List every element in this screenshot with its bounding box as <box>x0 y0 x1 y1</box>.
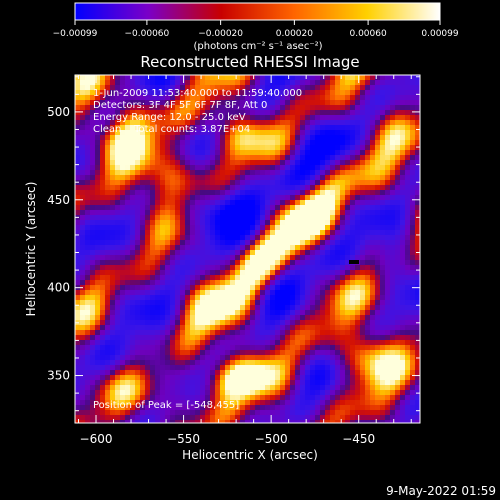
colorbar-tick-label: 0.00099 <box>421 29 458 39</box>
annotation-clean-counts: Clean Total counts: 3.87E+04 <box>93 124 250 135</box>
annotation-energy-range: Energy Range: 12.0 - 25.0 keV <box>93 112 246 123</box>
colorbar-tick-label: 0.00060 <box>349 29 386 39</box>
colorbar-units-label: (photons cm⁻² s⁻¹ asec⁻²) <box>193 41 322 52</box>
y-tick-label: 350 <box>47 369 70 383</box>
annotation-time-range: 1-Jun-2009 11:53:40.000 to 11:59:40.000 <box>93 88 302 99</box>
y-axis-ticks: 350 400 450 500 <box>47 76 420 412</box>
footer-date: 9-May-2022 01:59 <box>386 484 496 498</box>
x-tick-label: −600 <box>80 432 113 446</box>
colorbar-ticks: −0.00099 −0.00060 −0.00020 0.00020 0.00060 0.… <box>53 20 459 39</box>
colorbar-tick-label: −0.00060 <box>125 29 170 39</box>
x-tick-label: −500 <box>255 432 288 446</box>
colorbar-tick-label: −0.00020 <box>198 29 243 39</box>
heatmap-image <box>75 75 420 423</box>
x-tick-label: −550 <box>167 432 200 446</box>
colorbar: −0.00099 −0.00060 −0.00020 0.00020 0.00060 0.… <box>53 2 459 52</box>
annotation-peak-position: Position of Peak = [-548,455] <box>93 400 239 411</box>
x-axis-ticks: −600 −550 −500 −450 <box>78 75 412 446</box>
y-tick-label: 450 <box>47 193 70 207</box>
colorbar-gradient <box>74 2 441 21</box>
y-axis-label: Heliocentric Y (arcsec) <box>24 182 38 317</box>
x-axis-label: Heliocentric X (arcsec) <box>182 448 318 462</box>
annotation-block: 1-Jun-2009 11:53:40.000 to 11:59:40.000 … <box>93 88 302 411</box>
x-tick-label: −450 <box>342 432 375 446</box>
y-tick-label: 500 <box>47 105 70 119</box>
colorbar-tick-label: −0.00099 <box>53 29 98 39</box>
colorbar-tick-label: 0.00020 <box>276 29 313 39</box>
plot-frame <box>74 74 421 424</box>
annotation-detectors: Detectors: 3F 4F 5F 6F 7F 8F, Att 0 <box>93 100 267 111</box>
peak-marker <box>349 260 359 264</box>
y-tick-label: 400 <box>47 281 70 295</box>
chart-title: Reconstructed RHESSI Image <box>140 53 359 71</box>
